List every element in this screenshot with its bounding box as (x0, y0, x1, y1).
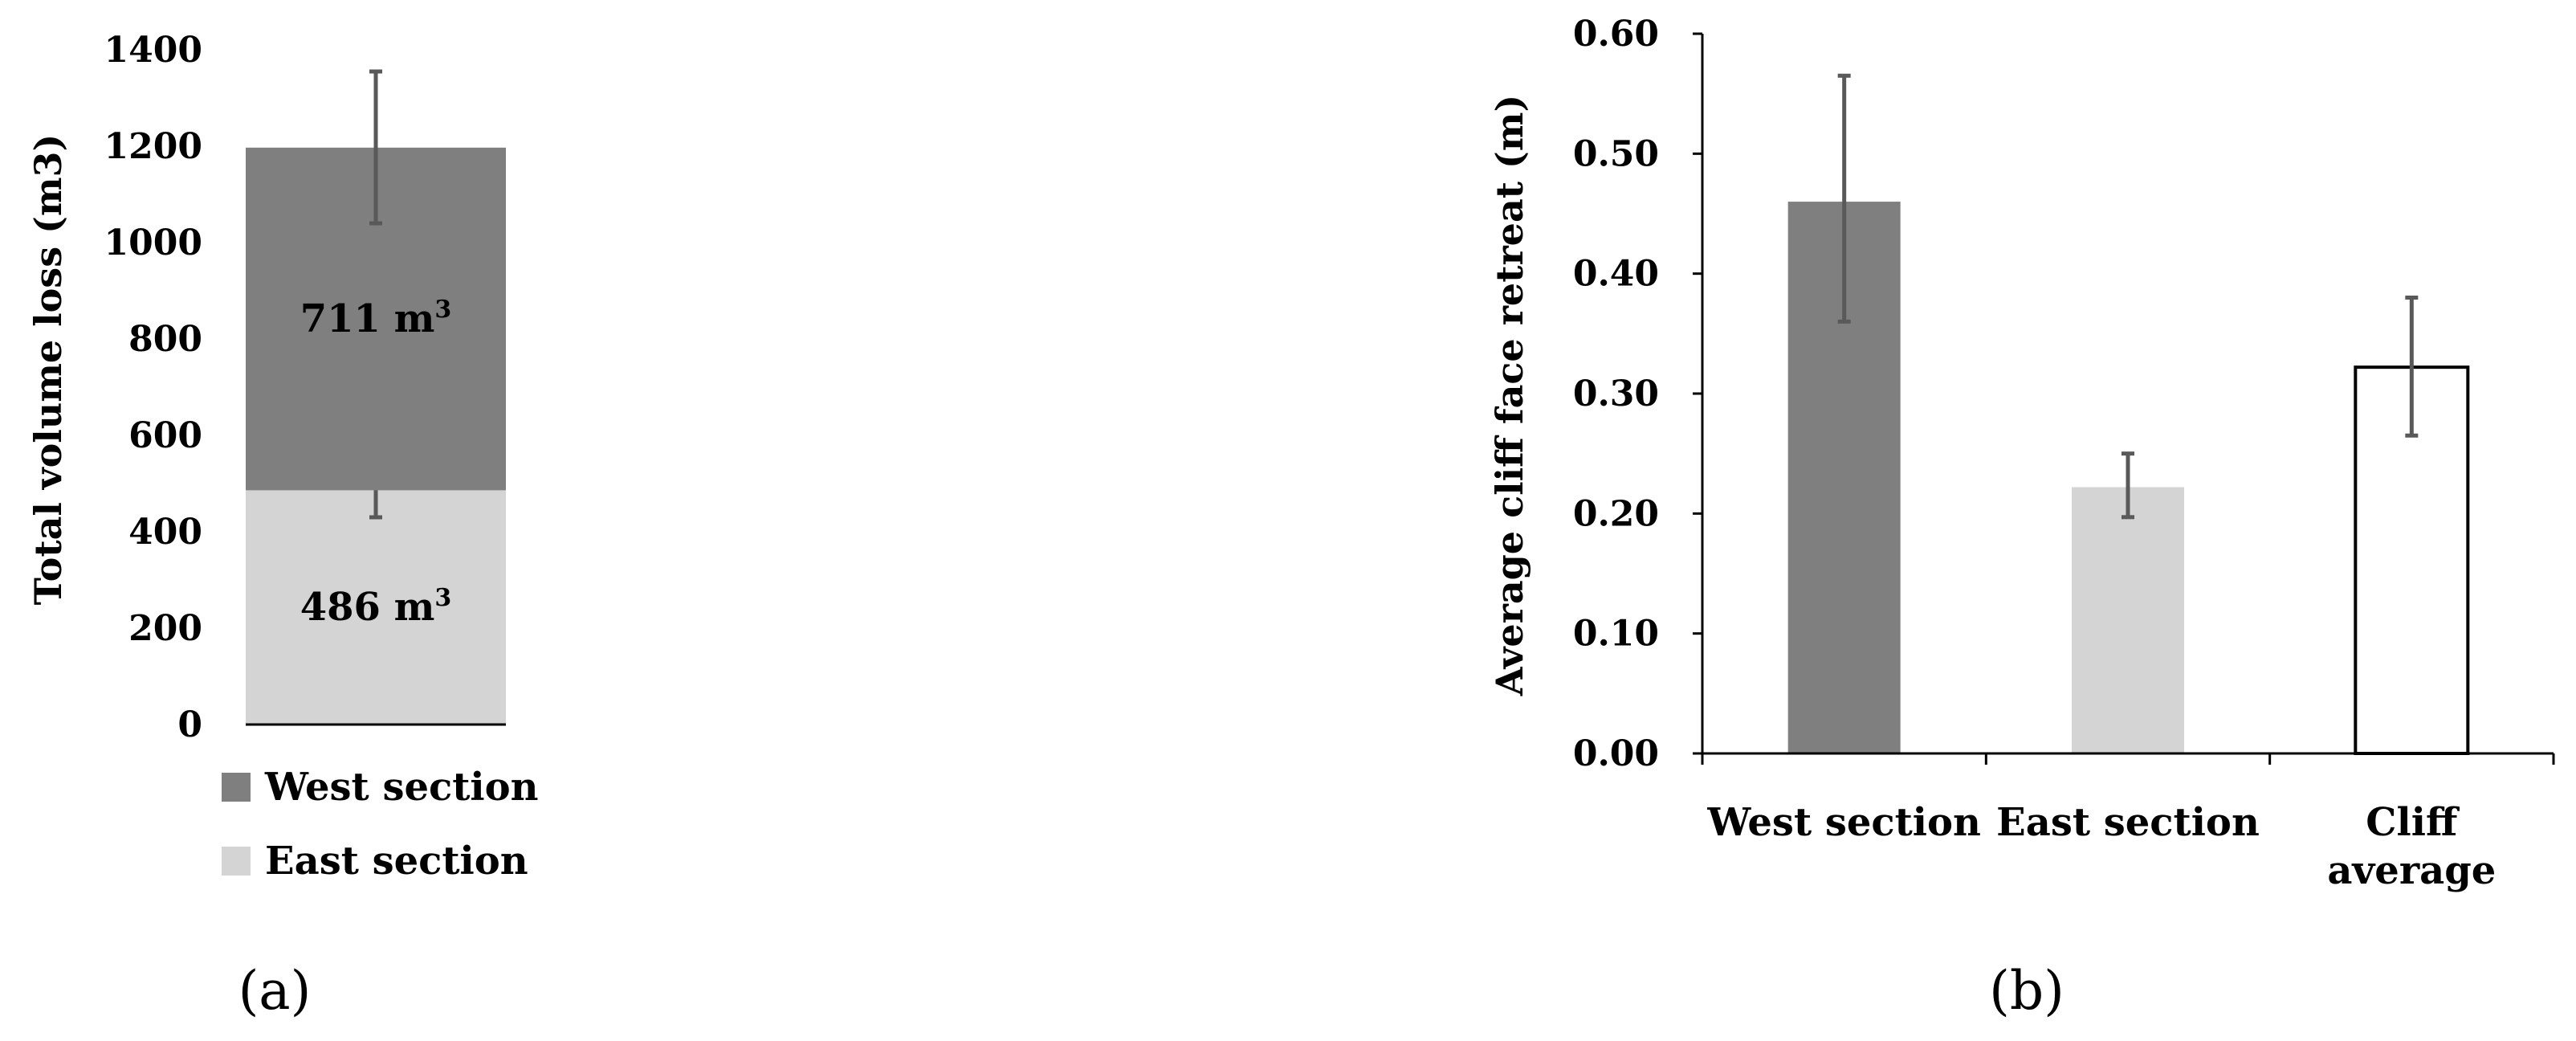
chart-a-y-tick-5: 1000 (104, 222, 202, 263)
chart-a-y-ticks: 0 200 400 600 800 1000 1200 1400 (104, 30, 202, 745)
chart-b: Average cliff face retreat (m) 0.000.100… (1488, 14, 2555, 1022)
chart-a-legend-swatch-0 (222, 773, 251, 802)
chart-b-x-tick-1: East section (1996, 800, 2260, 845)
chart-b-y-ticks: 0.00 0.10 0.20 0.30 0.40 0.50 0.60 (1573, 14, 1704, 774)
chart-a-bar-label-1-text: 711 m (300, 296, 435, 341)
chart-b-y-tick-0: 0.00 (1573, 733, 1659, 774)
chart-a-error-bar-1 (369, 69, 382, 226)
chart-b-y-tick-5: 0.50 (1573, 133, 1659, 174)
chart-a-y-tick-0: 0 (177, 704, 202, 745)
chart-a-y-tick-1: 200 (128, 608, 202, 649)
chart-a-y-tick-3: 600 (128, 415, 202, 456)
chart-a-bar-label-1-sup: 3 (434, 296, 451, 324)
chart-a-bar-label-1: 711 m3 (300, 296, 452, 341)
chart-b-error-bar-1 (2122, 451, 2134, 520)
chart-b-y-tick-6: 0.60 (1573, 14, 1659, 55)
chart-b-x-ticks: West section East section Cliff average (1706, 800, 2496, 893)
chart-a-bar-label-0: 486 m3 (300, 584, 452, 630)
chart-a-bar-label-0-sup: 3 (434, 584, 451, 612)
chart-b-x-tick-2: Cliff average (2327, 800, 2496, 893)
chart-a-y-tick-2: 400 (128, 512, 202, 553)
chart-b-y-tick-1: 0.10 (1573, 614, 1659, 655)
panel-label-a: (a) (238, 960, 312, 1022)
chart-b-y-tick-3: 0.30 (1573, 374, 1659, 414)
chart-a-bar-0 (246, 490, 506, 725)
chart-b-x-tick-1-line-0: East section (1996, 800, 2260, 845)
chart-b-y-tick-2: 0.20 (1573, 493, 1659, 534)
chart-b-bar-1 (2072, 487, 2184, 753)
chart-a-y-tick-4: 800 (128, 319, 202, 360)
chart-a-legend-label-0: West section (264, 765, 539, 810)
chart-a-legend: West section East section (222, 765, 539, 884)
chart-a-legend-label-1: East section (265, 839, 528, 884)
chart-a-legend-swatch-1 (222, 847, 251, 876)
chart-b-bars (1701, 73, 2555, 765)
chart-b-x-tick-2-line-1: average (2327, 848, 2496, 893)
chart-a-y-tick-7: 1400 (104, 30, 202, 71)
chart-b-y-tick-4: 0.40 (1573, 254, 1659, 295)
chart-b-x-tick-0: West section (1706, 800, 1981, 845)
panel-label-b: (b) (1989, 960, 2064, 1022)
chart-b-error-bar-2 (2405, 296, 2419, 438)
chart-b-x-tick-2-line-0: Cliff (2366, 800, 2460, 845)
chart-a: Total volume loss (m3) 0 200 400 600 800 1000… (26, 30, 539, 1022)
chart-a-y-tick-6: 1200 (104, 126, 202, 167)
chart-b-x-tick-0-line-0: West section (1706, 800, 1981, 845)
chart-a-bar-label-0-text: 486 m (300, 585, 435, 630)
chart-a-y-axis-label: Total volume loss (m3) (26, 134, 70, 606)
chart-b-error-bar-0 (1837, 73, 1851, 324)
chart-b-y-axis-label: Average cliff face retreat (m) (1488, 95, 1531, 696)
